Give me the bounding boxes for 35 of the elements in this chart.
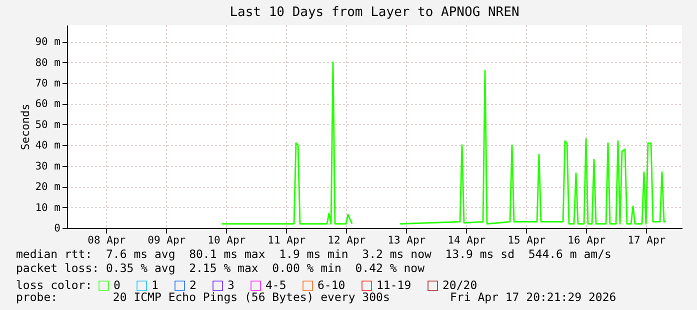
y-tick-label: 80 m: [35, 56, 60, 69]
y-tick-label: 10 m: [35, 202, 60, 214]
x-tick-label: 12 Apr: [328, 234, 366, 246]
x-tick-label: 09 Apr: [148, 234, 186, 246]
y-axis-title: Seconds: [19, 104, 32, 150]
legend-label: 0: [114, 278, 120, 292]
legend-label: 4-5: [266, 278, 286, 292]
y-tick-label: 40 m: [35, 140, 60, 152]
text: Fri Apr 17 20:21:29 2026: [450, 290, 616, 304]
y-tick-label: 70 m: [35, 78, 60, 90]
legend-label: 20/20: [442, 278, 478, 292]
chart-title: Last 10 Days from Layer to APNOG NREN: [230, 5, 520, 20]
legend-label: 11-19: [376, 278, 412, 292]
legend-label: 1: [152, 278, 158, 292]
y-tick-label: 60 m: [35, 98, 60, 110]
text: median rtt: 7.6 ms avg 80.1 ms max 1.9 ms min 3.2 ms now 13.9 ms sd 544.6 m am/s: [16, 247, 612, 261]
text: packet loss: 0.35 % avg 2.15 % max 0.00 % min 0.42 % now: [16, 261, 424, 275]
legend-label: 2: [190, 278, 196, 292]
x-tick-label: 14 Apr: [448, 234, 486, 246]
x-tick-label: 13 Apr: [388, 234, 426, 246]
y-tick-label: 0: [54, 222, 60, 234]
legend-label: 3: [228, 278, 234, 292]
y-tick-label: 20 m: [35, 181, 60, 194]
legend-title: loss color:: [16, 278, 92, 292]
y-tick-label: 30 m: [35, 160, 60, 172]
y-tick-label: 50 m: [35, 118, 60, 131]
y-tick-label: 90 m: [35, 36, 60, 48]
x-tick-label: 16 Apr: [568, 234, 606, 246]
x-tick-label: 17 Apr: [628, 234, 666, 246]
legend-label: 6-10: [318, 278, 346, 292]
x-tick-label: 15 Apr: [508, 234, 546, 246]
text: probe: 20 ICMP Echo Pings (56 Bytes) every 300s: [16, 290, 390, 304]
x-tick-label: 11 Apr: [268, 234, 306, 246]
x-tick-label: 08 Apr: [88, 234, 126, 246]
x-tick-label: 10 Apr: [208, 234, 246, 246]
